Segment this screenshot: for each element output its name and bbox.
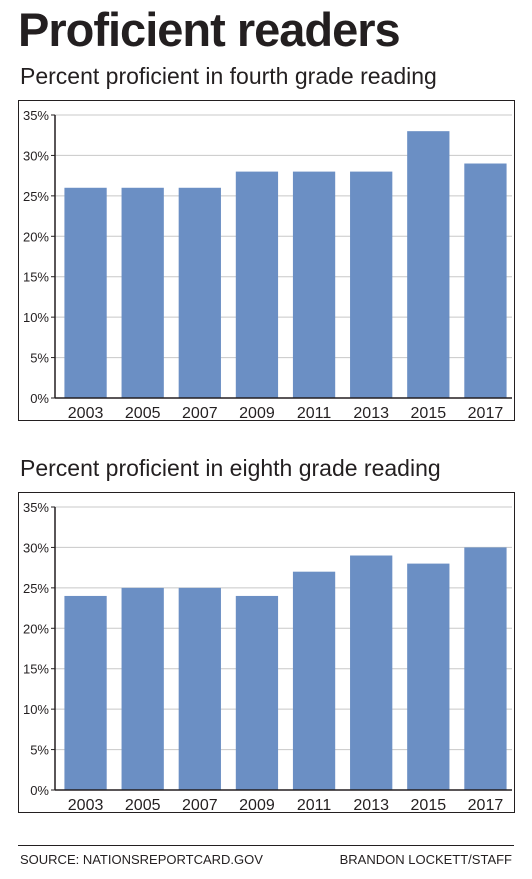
y-tick-label: 0% [30,783,49,798]
x-tick-label: 2013 [353,797,389,814]
y-tick-label: 20% [23,621,49,636]
y-tick-label: 25% [23,189,49,204]
x-tick-label: 2015 [411,797,447,814]
y-tick-label: 15% [23,270,49,285]
bar-2015 [407,563,450,790]
x-tick-label: 2009 [239,405,275,422]
bar-2009 [235,171,279,398]
y-tick-label: 20% [23,229,49,244]
x-tick-label: 2017 [468,405,504,422]
x-tick-label: 2015 [411,405,447,422]
y-tick-label: 30% [23,148,49,163]
x-tick-label: 2007 [182,797,218,814]
bar-2015 [407,131,450,398]
y-tick-label: 5% [30,351,49,366]
x-tick-label: 2007 [182,405,218,422]
page-title: Proficient readers [18,3,401,56]
x-tick-label: 2005 [125,797,161,814]
bar-2013 [350,555,393,790]
bar-2011 [292,171,336,398]
bar-2011 [292,571,336,790]
y-tick-label: 35% [23,500,49,515]
y-tick-label: 35% [23,108,49,123]
y-tick-label: 25% [23,581,49,596]
x-tick-label: 2009 [239,797,275,814]
footer-divider [18,845,514,846]
chart-title-fourth-grade: Percent proficient in fourth grade readi… [20,63,437,89]
bar-2013 [350,171,393,398]
bar-2003 [64,595,107,790]
x-tick-label: 2011 [297,797,332,814]
chart-title-eighth-grade: Percent proficient in eighth grade readi… [20,455,441,481]
y-tick-label: 30% [23,540,49,555]
photo-credit: BRANDON LOCKETT/STAFF [339,852,512,867]
bar-2007 [178,587,221,790]
y-tick-label: 0% [30,391,49,406]
chart-fourth-grade: 0% 5% 10% 15% 20% 25% 30% 35% 2003 2005 2007 2009 20… [18,100,515,422]
x-tick-label: 2005 [125,405,161,422]
y-tick-label: 5% [30,743,49,758]
bar-2005 [121,187,164,398]
chart-frame [18,492,515,813]
bar-2017 [464,163,507,398]
chart-eighth-grade: 0% 5% 10% 15% 20% 25% 30% 35% 2003 2005 2007 2009 20… [18,492,515,814]
chart-frame [18,100,515,421]
bar-2007 [178,187,221,398]
x-tick-label: 2011 [297,405,332,422]
bar-2005 [121,587,164,790]
source-credit: SOURCE: NATIONSREPORTCARD.GOV [20,852,263,867]
x-tick-label: 2003 [68,797,104,814]
bar-2003 [64,187,107,398]
x-tick-label: 2017 [468,797,504,814]
y-tick-label: 10% [23,310,49,325]
bar-2009 [235,595,279,790]
y-tick-label: 10% [23,702,49,717]
x-tick-label: 2013 [353,405,389,422]
bar-2017 [464,547,507,790]
y-tick-label: 15% [23,662,49,677]
x-tick-label: 2003 [68,405,104,422]
